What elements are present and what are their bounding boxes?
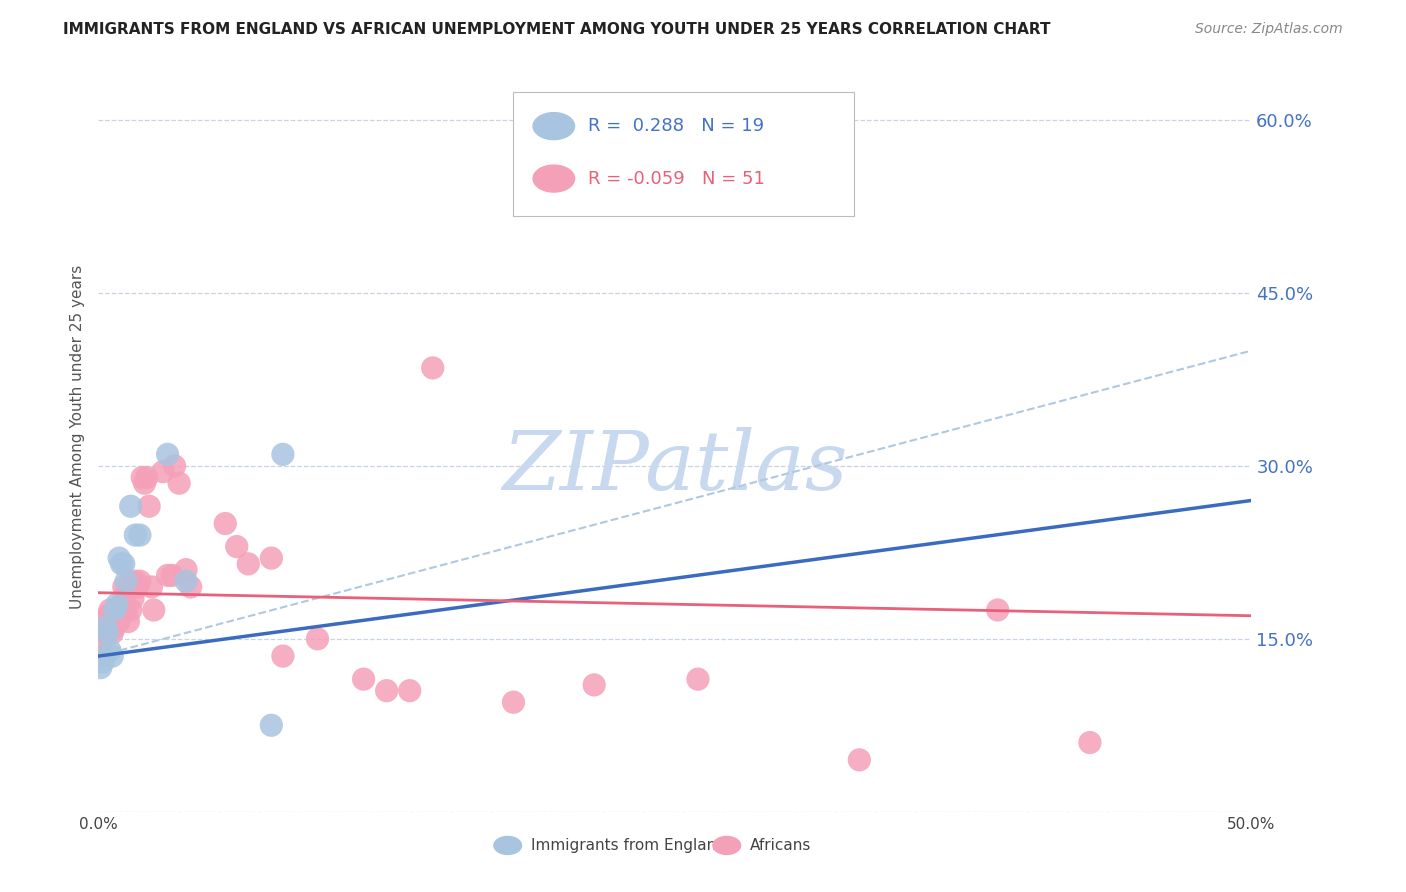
- FancyBboxPatch shape: [513, 93, 853, 216]
- Point: [91, 615, 114, 629]
- Point: [98, 615, 121, 629]
- Point: [108, 615, 131, 629]
- Point: [375, 683, 398, 698]
- Point: [115, 585, 138, 599]
- Point: [124, 574, 146, 589]
- Point: [91, 632, 114, 646]
- Point: [98, 603, 121, 617]
- Text: ZIPatlas: ZIPatlas: [502, 427, 848, 507]
- Point: [97, 608, 120, 623]
- Point: [110, 557, 132, 571]
- Point: [141, 580, 163, 594]
- Point: [502, 695, 524, 709]
- Point: [135, 470, 157, 484]
- Point: [105, 597, 128, 611]
- Point: [115, 603, 138, 617]
- Point: [101, 649, 124, 664]
- Circle shape: [494, 837, 522, 855]
- Point: [101, 626, 124, 640]
- Point: [174, 563, 197, 577]
- Circle shape: [713, 837, 741, 855]
- Point: [91, 655, 114, 669]
- Text: Immigrants from England: Immigrants from England: [531, 838, 725, 853]
- Point: [174, 574, 197, 589]
- Point: [94, 626, 117, 640]
- Point: [260, 551, 283, 566]
- Point: [97, 626, 120, 640]
- Point: [105, 608, 128, 623]
- Point: [987, 603, 1010, 617]
- Point: [108, 551, 131, 566]
- Point: [127, 580, 149, 594]
- Point: [848, 753, 870, 767]
- Point: [94, 620, 117, 634]
- Text: Source: ZipAtlas.com: Source: ZipAtlas.com: [1195, 22, 1343, 37]
- Text: R = -0.059   N = 51: R = -0.059 N = 51: [589, 169, 765, 187]
- Y-axis label: Unemployment Among Youth under 25 years: Unemployment Among Youth under 25 years: [70, 265, 86, 609]
- Point: [124, 528, 146, 542]
- Text: IMMIGRANTS FROM ENGLAND VS AFRICAN UNEMPLOYMENT AMONG YOUTH UNDER 25 YEARS CORRE: IMMIGRANTS FROM ENGLAND VS AFRICAN UNEMP…: [63, 22, 1050, 37]
- Point: [131, 470, 153, 484]
- Point: [112, 580, 135, 594]
- Point: [271, 649, 294, 664]
- Point: [108, 603, 131, 617]
- Point: [120, 603, 142, 617]
- Point: [120, 500, 142, 514]
- Point: [115, 574, 138, 589]
- Point: [180, 580, 202, 594]
- Point: [214, 516, 236, 531]
- Point: [167, 476, 190, 491]
- Point: [686, 672, 709, 686]
- Point: [129, 528, 152, 542]
- Point: [112, 557, 135, 571]
- Point: [134, 476, 156, 491]
- Point: [98, 643, 121, 657]
- Point: [103, 603, 125, 617]
- Point: [307, 632, 329, 646]
- Point: [260, 718, 283, 732]
- Point: [152, 465, 174, 479]
- Point: [353, 672, 375, 686]
- Point: [160, 568, 183, 582]
- Point: [583, 678, 606, 692]
- Point: [225, 540, 247, 554]
- Circle shape: [533, 112, 575, 140]
- Point: [138, 500, 160, 514]
- Point: [103, 620, 125, 634]
- Point: [90, 660, 112, 674]
- Point: [122, 591, 145, 606]
- Circle shape: [533, 165, 575, 192]
- Text: Africans: Africans: [749, 838, 811, 853]
- Point: [163, 458, 186, 473]
- Point: [156, 568, 179, 582]
- Point: [156, 447, 179, 461]
- Text: R =  0.288   N = 19: R = 0.288 N = 19: [589, 117, 765, 135]
- Point: [398, 683, 420, 698]
- Point: [90, 649, 112, 664]
- Point: [142, 603, 165, 617]
- Point: [271, 447, 294, 461]
- Point: [117, 615, 139, 629]
- Point: [129, 574, 152, 589]
- Point: [422, 360, 444, 375]
- Point: [238, 557, 260, 571]
- Point: [110, 597, 132, 611]
- Point: [1078, 735, 1101, 749]
